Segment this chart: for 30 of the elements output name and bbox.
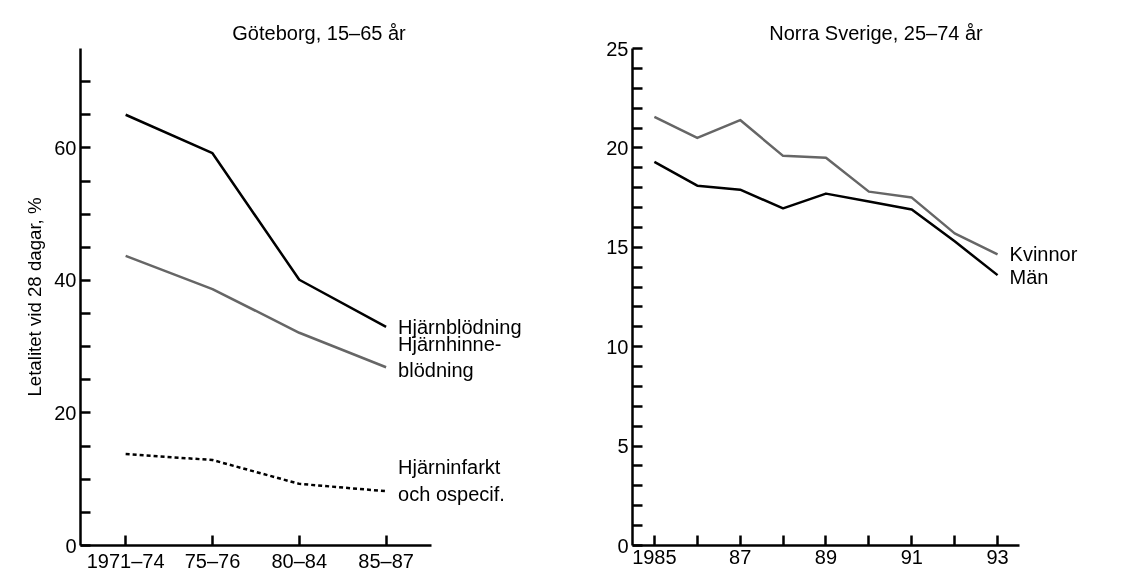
y-tick-label: 25 <box>606 37 629 60</box>
y-tick-label: 10 <box>606 335 629 358</box>
x-tick-label: 89 <box>814 545 838 568</box>
x-tick-label: 75–76 <box>184 549 241 572</box>
line-series <box>124 113 388 329</box>
line-series <box>653 115 999 256</box>
x-tick-label: 85–87 <box>358 549 414 572</box>
line-series <box>124 254 388 369</box>
y-tick-label: 40 <box>54 269 77 292</box>
x-tick-label: 80–84 <box>271 549 328 572</box>
x-tick-label: 1971–74 <box>86 549 165 572</box>
y-tick-label: 20 <box>606 136 629 159</box>
chart-title: Göteborg, 15–65 år <box>232 21 407 44</box>
series-label: Kvinnor <box>1009 243 1078 266</box>
series-label: Hjärninfarkt och ospecif. <box>398 456 505 505</box>
line-series <box>653 160 999 277</box>
x-tick-label: 1985 <box>632 545 677 568</box>
y-tick-label: 0 <box>65 534 77 557</box>
y-tick-label: 0 <box>617 534 629 557</box>
x-tick-label: 91 <box>900 545 923 568</box>
x-tick-label: 87 <box>729 545 752 568</box>
x-tick-label: 93 <box>986 545 1009 568</box>
line-series <box>124 452 388 493</box>
series-label: Män <box>1009 265 1049 288</box>
y-tick-label: 5 <box>617 435 629 458</box>
chart-title: Norra Sverige, 25–74 år <box>769 21 984 44</box>
y-axis-title: Letalitet vid 28 dagar, % <box>24 197 46 397</box>
y-tick-label: 15 <box>606 236 629 259</box>
y-tick-label: 60 <box>54 136 77 159</box>
y-tick-label: 20 <box>54 401 77 424</box>
